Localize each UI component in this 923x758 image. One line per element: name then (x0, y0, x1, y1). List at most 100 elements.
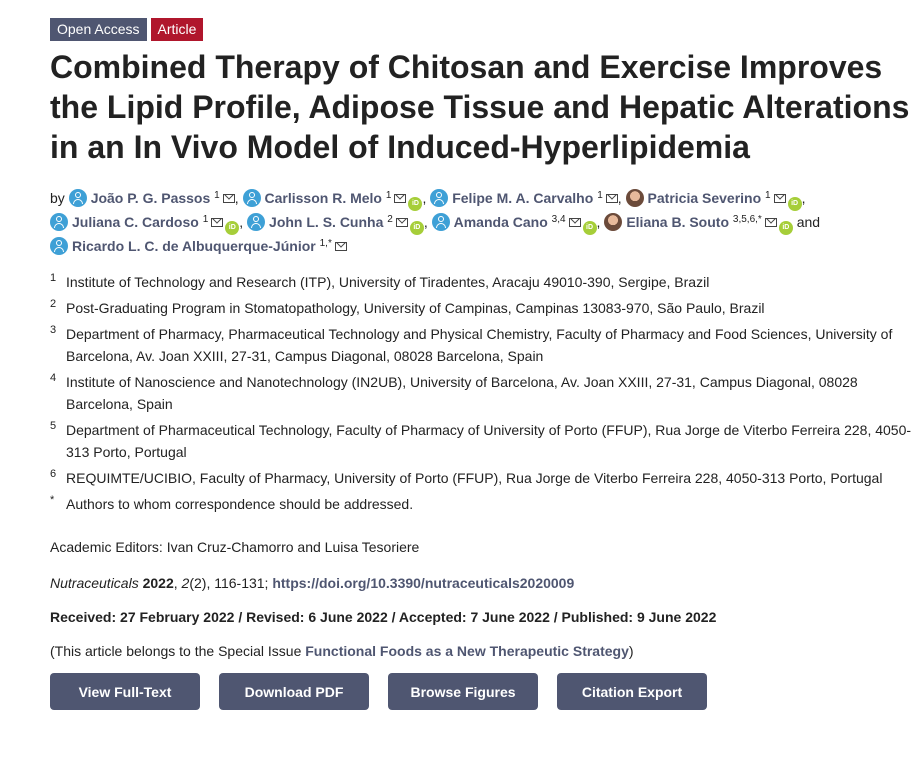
browse-figures-button[interactable]: Browse Figures (388, 673, 538, 710)
affiliation-item: 6 REQUIMTE/UCIBIO, Faculty of Pharmacy, U… (50, 467, 915, 489)
journal-name: Nutraceuticals (50, 575, 139, 591)
affiliation-text: Post-Graduating Program in Stomatopathol… (66, 300, 765, 316)
author-item: João P. G. Passos 1 (68, 189, 235, 207)
author-separator: , (617, 190, 626, 206)
author-item: Ricardo L. C. de Albuquerque-Júnior 1,* (50, 237, 347, 255)
author-item: Eliana B. Souto 3,5,6,* iD (604, 213, 793, 235)
affiliation-number: 1 (50, 272, 57, 284)
special-issue-link[interactable]: Functional Foods as a New Therapeutic St… (305, 643, 629, 659)
affiliation-text: REQUIMTE/UCIBIO, Faculty of Pharmacy, Un… (66, 470, 883, 486)
email-icon[interactable] (568, 218, 581, 227)
open-access-badge[interactable]: Open Access (50, 18, 147, 41)
author-item: Juliana C. Cardoso 1 iD (50, 213, 240, 235)
affiliation-number: * (50, 494, 55, 506)
affiliation-text: Institute of Technology and Research (IT… (66, 274, 710, 290)
email-icon[interactable] (605, 194, 618, 203)
academic-editors: Academic Editors: Ivan Cruz-Chamorro and… (50, 539, 420, 555)
author-name-link[interactable]: Patricia Severino (647, 190, 762, 206)
author-affiliation-sup: 1 (597, 190, 603, 201)
article-header: Open Access Article Combined Therapy of … (50, 18, 915, 710)
author-item: Amanda Cano 3,4 iD (431, 213, 597, 235)
author-name-link[interactable]: John L. S. Cunha (269, 214, 384, 230)
person-icon[interactable] (247, 213, 266, 231)
affiliation-item: 4 Institute of Nanoscience and Nanotechno… (50, 371, 915, 415)
affiliation-list: 1 Institute of Technology and Research (I… (50, 271, 915, 515)
badges: Open Access Article (50, 18, 915, 41)
citation-line: Nutraceuticals 2022, 2(2), 116-131; http… (50, 575, 575, 591)
email-icon[interactable] (334, 242, 347, 251)
citation-export-button[interactable]: Citation Export (557, 673, 707, 710)
orcid-icon[interactable]: iD (787, 197, 802, 211)
author-photo-icon[interactable] (604, 213, 623, 231)
author-affiliation-sup: 3,4 (551, 214, 566, 225)
author-separator: , (422, 190, 431, 206)
article-type-badge: Article (150, 18, 204, 41)
author-name-link[interactable]: Felipe M. A. Carvalho (452, 190, 594, 206)
orcid-icon[interactable]: iD (778, 221, 793, 235)
affiliation-number: 5 (50, 420, 57, 432)
email-icon[interactable] (395, 218, 408, 227)
author-separator: , (234, 190, 243, 206)
affiliation-item: * Authors to whom correspondence should b… (50, 493, 915, 515)
author-affiliation-sup: 1 (765, 190, 771, 201)
affiliation-item: 5 Department of Pharmaceutical Technology… (50, 419, 915, 463)
action-buttons: View Full-Text Download PDF Browse Figur… (50, 673, 915, 710)
affiliation-text: Institute of Nanoscience and Nanotechnol… (66, 374, 858, 412)
citation-year: 2022 (142, 575, 174, 591)
person-icon[interactable] (431, 213, 450, 231)
author-separator: , (596, 214, 605, 230)
orcid-icon[interactable]: iD (409, 221, 424, 235)
and-label: and (796, 214, 821, 230)
author-item: John L. S. Cunha 2 iD (247, 213, 424, 235)
orcid-icon[interactable]: iD (225, 221, 240, 235)
author-name-link[interactable]: Eliana B. Souto (626, 214, 730, 230)
author-item: Carlisson R. Melo 1 iD (242, 189, 423, 211)
by-label: by (50, 190, 65, 206)
author-name-link[interactable]: Ricardo L. C. de Albuquerque-Júnior (72, 238, 316, 254)
orcid-icon[interactable]: iD (582, 221, 597, 235)
view-full-text-button[interactable]: View Full-Text (50, 673, 200, 710)
email-icon[interactable] (764, 218, 777, 227)
author-list: by João P. G. Passos 1, Carlisson R. Mel… (50, 187, 915, 257)
affiliation-number: 3 (50, 324, 57, 336)
author-name-link[interactable]: Juliana C. Cardoso (72, 214, 199, 230)
affiliation-item: 1 Institute of Technology and Research (I… (50, 271, 915, 293)
download-pdf-button[interactable]: Download PDF (219, 673, 369, 710)
author-affiliation-sup: 1 (385, 190, 392, 201)
author-separator: , (801, 190, 806, 206)
email-icon[interactable] (773, 194, 786, 203)
email-icon[interactable] (222, 194, 235, 203)
affiliation-number: 4 (50, 372, 57, 384)
article-title: Combined Therapy of Chitosan and Exercis… (50, 49, 910, 165)
author-affiliation-sup: 3,5,6,* (732, 214, 762, 225)
person-icon[interactable] (50, 237, 68, 255)
author-affiliation-sup: 2 (387, 214, 393, 225)
author-photo-icon[interactable] (625, 189, 644, 207)
affiliation-item: 2 Post-Graduating Program in Stomatopatho… (50, 297, 915, 319)
affiliation-text: Department of Pharmaceutical Technology,… (66, 422, 912, 460)
affiliation-number: 2 (50, 298, 57, 310)
author-item: Felipe M. A. Carvalho 1 (430, 189, 618, 207)
author-separator: , (423, 214, 432, 230)
author-affiliation-sup: 1 (214, 190, 220, 201)
affiliation-item: 3 Department of Pharmacy, Pharmaceutical … (50, 323, 915, 367)
author-item: Patricia Severino 1 iD (625, 189, 802, 211)
author-separator: , (239, 214, 248, 230)
orcid-icon[interactable]: iD (408, 197, 423, 211)
citation-volume: 2 (181, 575, 190, 591)
special-issue-suffix: ) (628, 643, 634, 659)
author-affiliation-sup: 1 (202, 214, 209, 225)
affiliation-text: Authors to whom correspondence should be… (66, 496, 414, 512)
citation-issue-pages: (2), 116-131; (189, 575, 273, 591)
author-name-link[interactable]: João P. G. Passos (90, 190, 211, 206)
author-name-link[interactable]: Amanda Cano (453, 214, 548, 230)
person-icon[interactable] (68, 189, 87, 207)
special-issue-prefix: (This article belongs to the Special Iss… (50, 643, 306, 659)
email-icon[interactable] (211, 218, 224, 227)
person-icon[interactable] (242, 189, 261, 207)
author-name-link[interactable]: Carlisson R. Melo (264, 190, 382, 206)
person-icon[interactable] (430, 189, 449, 207)
person-icon[interactable] (50, 213, 68, 231)
doi-link[interactable]: https://doi.org/10.3390/nutraceuticals20… (272, 575, 575, 591)
email-icon[interactable] (394, 194, 407, 203)
